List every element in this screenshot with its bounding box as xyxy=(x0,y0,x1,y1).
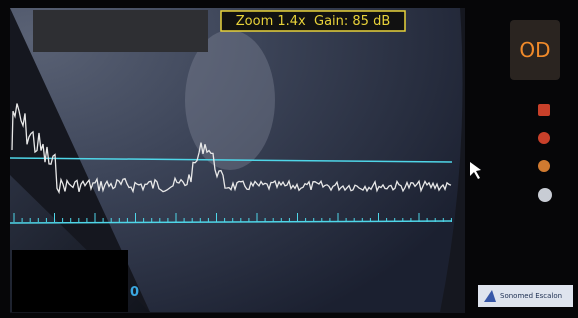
icon[interactable] xyxy=(538,188,552,202)
icon[interactable] xyxy=(538,104,550,116)
eye-label: OD xyxy=(519,38,550,62)
zoom-gain: Zoom 1.4x Gain: 85 dB xyxy=(236,14,391,29)
icon[interactable] xyxy=(538,160,550,172)
icon[interactable] xyxy=(538,132,550,144)
brand-name: Sonomed Escalon xyxy=(500,292,562,300)
depth-label: 0 xyxy=(130,285,139,300)
black-box xyxy=(12,250,128,312)
ultrasound-screen: Zoom 1.4x Gain: 85 dB 0 OD Sonomed Escal… xyxy=(0,0,578,318)
info-box xyxy=(33,10,208,52)
page: {"header": {"zoom_gain": "Zoom 1.4x Gain… xyxy=(0,0,578,318)
